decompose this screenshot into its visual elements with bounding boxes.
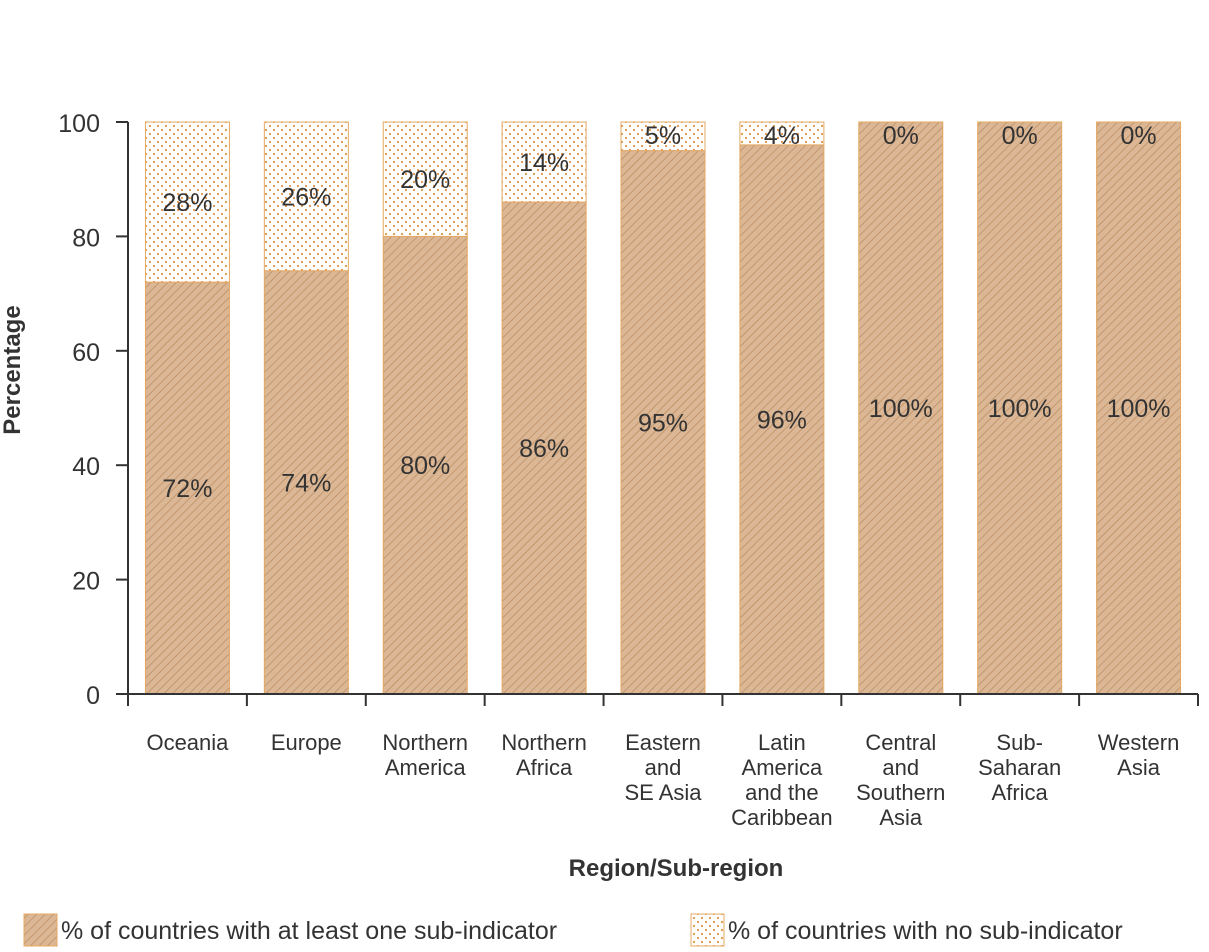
legend-swatch-at-least-one [23, 913, 58, 947]
data-label-at-least-one: 95% [638, 409, 688, 437]
x-tick-label: Latin America and the Caribbean [731, 730, 833, 830]
bar-no-sub-indicator [263, 121, 349, 272]
data-label-at-least-one: 74% [281, 469, 331, 497]
data-label-at-least-one: 100% [988, 395, 1052, 423]
legend-label-no-sub-indicator: % of countries with no sub-indicator [728, 917, 1123, 945]
data-label-at-least-one: 80% [400, 452, 450, 480]
x-tick-label: Central and Southern Asia [856, 730, 945, 830]
bar-no-sub-indicator [382, 121, 468, 237]
bar-no-sub-indicator [620, 121, 706, 152]
data-label-no-sub-indicator: 0% [883, 122, 919, 150]
data-label-at-least-one: 72% [162, 475, 212, 503]
data-label-no-sub-indicator: 20% [400, 166, 450, 194]
bar-no-sub-indicator [739, 121, 825, 146]
bars-layer [144, 121, 1182, 695]
data-label-at-least-one: 86% [519, 435, 569, 463]
y-axis-title: Percentage [0, 305, 26, 434]
x-tick-label: Europe [271, 730, 342, 755]
data-label-no-sub-indicator: 28% [162, 189, 212, 217]
y-tick-label: 80 [72, 224, 100, 252]
axes-layer: Oceania Europe Northern America Northern Afri… [58, 110, 1199, 830]
x-tick-label: Eastern and SE Asia [624, 730, 702, 805]
data-label-no-sub-indicator: 26% [281, 183, 331, 211]
data-label-no-sub-indicator: 14% [519, 149, 569, 177]
bar-no-sub-indicator [501, 121, 587, 203]
y-tick-label: 60 [72, 339, 100, 367]
legend-label-at-least-one: % of countries with at least one sub-ind… [61, 917, 557, 945]
data-label-at-least-one: 100% [869, 395, 933, 423]
x-tick-label: Northern America [382, 730, 468, 780]
bar-at-least-one [144, 281, 230, 695]
data-labels-layer: 72% 28% 74% 26% 80% 20% 86% 14% 95% 5% 96% 4% 100% 0%… [162, 122, 1170, 503]
data-label-at-least-one: 96% [757, 406, 807, 434]
y-tick-label: 0 [86, 682, 100, 710]
data-label-no-sub-indicator: 0% [1120, 122, 1156, 150]
y-tick-label: 40 [72, 453, 100, 481]
x-tick-label: Western Asia [1098, 730, 1180, 780]
bar-at-least-one [382, 235, 468, 695]
legend-swatch-no-sub-indicator [690, 913, 725, 947]
bar-at-least-one [858, 121, 944, 695]
x-tick-label: Sub-Saharan Africa [978, 730, 1061, 805]
data-label-no-sub-indicator: 5% [645, 122, 681, 150]
y-tick-label: 20 [72, 568, 100, 596]
y-tick-label: 100 [58, 110, 100, 138]
data-label-at-least-one: 100% [1107, 395, 1171, 423]
bar-no-sub-indicator [144, 121, 230, 283]
x-axis-title: Region/Sub-region [569, 855, 784, 882]
bar-at-least-one [977, 121, 1063, 695]
bar-at-least-one [739, 144, 825, 695]
x-tick-label: Oceania [146, 730, 229, 755]
data-label-no-sub-indicator: 0% [1002, 122, 1038, 150]
x-tick-label: Northern Africa [501, 730, 587, 780]
data-label-no-sub-indicator: 4% [764, 122, 800, 150]
legend: % of countries with at least one sub-ind… [23, 913, 1123, 947]
bar-at-least-one [1096, 121, 1182, 695]
bar-at-least-one [501, 201, 587, 695]
